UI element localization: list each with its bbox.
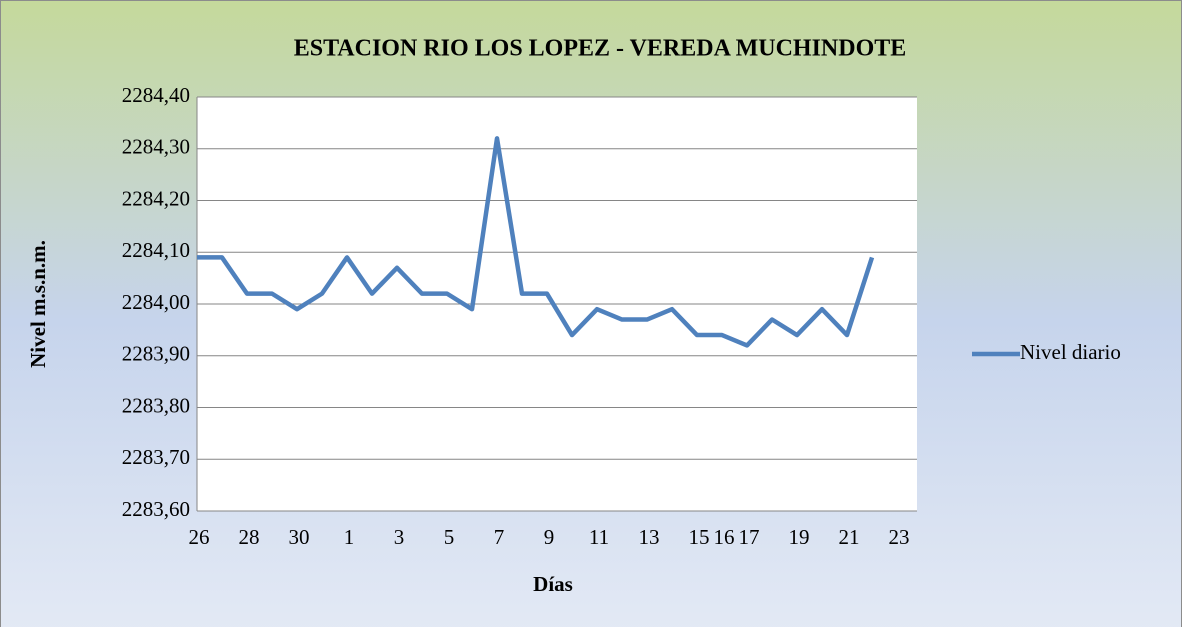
x-tick-label: 1 xyxy=(344,525,355,549)
x-tick-label: 5 xyxy=(444,525,455,549)
y-tick-label: 2284,40 xyxy=(122,83,190,107)
y-tick-label: 2283,90 xyxy=(122,342,190,366)
x-tick-label: 7 xyxy=(494,525,505,549)
y-tick-label: 2283,70 xyxy=(122,445,190,469)
x-tick-label: 23 xyxy=(889,525,910,549)
x-tick-label: 26 xyxy=(189,525,210,549)
x-tick-label: 3 xyxy=(394,525,405,549)
x-axis-title: Días xyxy=(533,572,573,596)
y-tick-label: 2284,20 xyxy=(122,186,190,210)
y-tick-label: 2284,10 xyxy=(122,238,190,262)
y-tick-label: 2284,00 xyxy=(122,290,190,314)
x-tick-label: 19 xyxy=(789,525,810,549)
chart-title: ESTACION RIO LOS LOPEZ - VEREDA MUCHINDO… xyxy=(294,36,907,62)
x-tick-label: 30 xyxy=(289,525,310,549)
x-tick-label: 15 xyxy=(689,525,710,549)
x-tick-label: 9 xyxy=(544,525,555,549)
x-tick-label: 21 xyxy=(839,525,860,549)
x-tick-label: 28 xyxy=(239,525,260,549)
y-axis-title: Nivel m.s.n.m. xyxy=(26,240,50,368)
y-tick-label: 2284,30 xyxy=(122,135,190,159)
x-tick-label: 16 xyxy=(714,525,735,549)
y-tick-label: 2283,60 xyxy=(122,497,190,521)
data-line xyxy=(197,136,875,348)
x-tick-label: 17 xyxy=(739,525,760,549)
x-tick-label: 11 xyxy=(589,525,609,549)
y-tick-label: 2283,80 xyxy=(122,393,190,417)
legend-label: Nivel diario xyxy=(1020,340,1121,364)
x-tick-label: 13 xyxy=(639,525,660,549)
